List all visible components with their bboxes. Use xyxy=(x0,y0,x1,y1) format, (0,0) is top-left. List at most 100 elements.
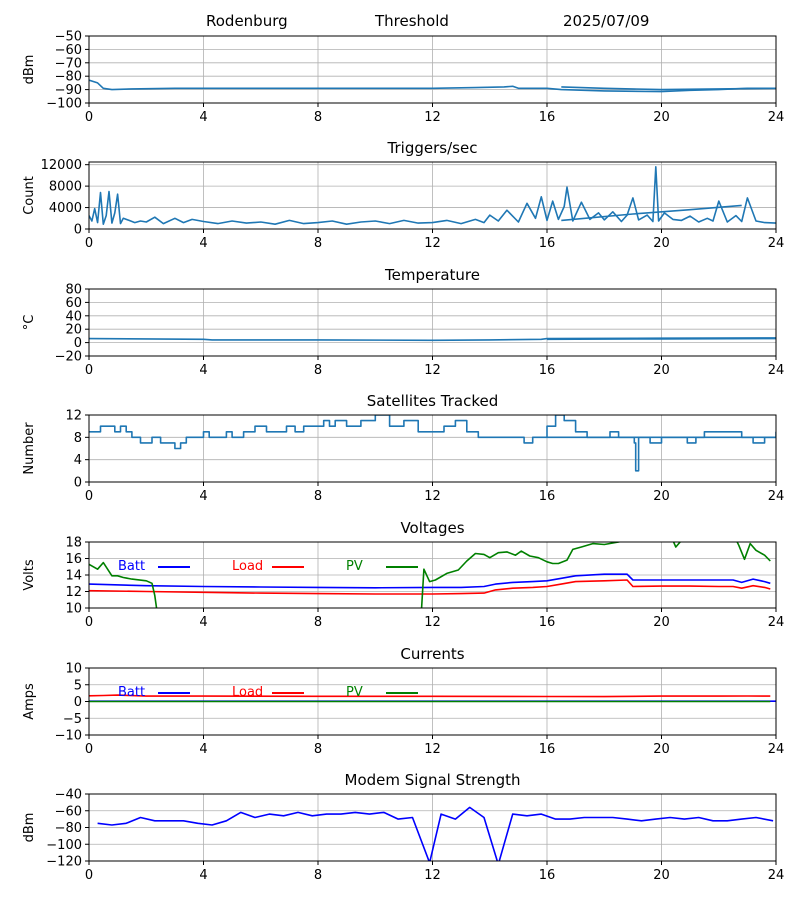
y-tick-label: 12 xyxy=(65,585,82,600)
legend-label: Load xyxy=(232,685,263,700)
x-tick-label: 12 xyxy=(424,236,441,251)
x-tick-label: 0 xyxy=(85,363,93,378)
x-tick-label: 24 xyxy=(768,236,785,251)
x-tick-label: 0 xyxy=(85,236,93,251)
series-line-load xyxy=(89,579,771,595)
chart-panel-3: 0 4 8 12 16 20 24 0 4 8 12 Number Satellites Tracked xyxy=(22,392,784,504)
chart-title: Temperature xyxy=(384,266,480,284)
x-tick-label: 12 xyxy=(424,489,441,504)
x-tick-label: 8 xyxy=(314,236,322,251)
chart-title: Voltages xyxy=(400,519,464,537)
legend-label: Batt xyxy=(118,685,145,700)
x-tick-label: 24 xyxy=(768,363,785,378)
date-title: 2025/07/09 xyxy=(563,12,650,30)
y-axis-label: dBm xyxy=(22,55,37,85)
x-tick-label: 16 xyxy=(539,868,556,883)
chart-panel-6: 0 4 8 12 16 20 24 −120 −100 −80 −60−40 dBm Modem Sig… xyxy=(22,771,784,883)
chart-panel-1: 0 4 8 12 16 20 24 0 4000 8000 12000 Count Triggers/s… xyxy=(22,139,784,251)
x-tick-label: 20 xyxy=(653,868,670,883)
site-title: Rodenburg xyxy=(206,12,288,30)
y-tick-label: 18 xyxy=(65,536,82,551)
y-tick-label: −80 xyxy=(55,70,82,85)
x-tick-label: 8 xyxy=(314,868,322,883)
x-tick-label: 12 xyxy=(424,742,441,757)
x-tick-label: 20 xyxy=(653,110,670,125)
y-tick-label: −60 xyxy=(55,804,82,819)
x-tick-label: 8 xyxy=(314,742,322,757)
y-tick-label: −40 xyxy=(55,788,82,803)
y-tick-label: −5 xyxy=(63,712,82,727)
y-axis-label: Volts xyxy=(22,559,37,591)
y-tick-label: 0 xyxy=(74,476,82,491)
x-tick-label: 16 xyxy=(539,110,556,125)
series-line-0 xyxy=(89,166,776,225)
y-tick-label: 20 xyxy=(65,323,82,338)
y-tick-label: 40 xyxy=(65,309,82,324)
y-tick-label: −90 xyxy=(55,83,82,98)
legend-label: Load xyxy=(232,559,263,574)
x-tick-label: 20 xyxy=(653,363,670,378)
x-tick-label: 0 xyxy=(85,110,93,125)
x-tick-label: 24 xyxy=(768,868,785,883)
y-tick-label: 80 xyxy=(65,283,82,298)
y-tick-label: 10 xyxy=(65,602,82,617)
y-axis-label: Count xyxy=(22,176,37,215)
x-tick-label: 20 xyxy=(653,615,670,630)
y-tick-label: 60 xyxy=(65,296,82,311)
x-tick-label: 24 xyxy=(768,742,785,757)
y-tick-label: 0 xyxy=(74,223,82,238)
legend-label: PV xyxy=(346,685,363,700)
y-tick-label: −100 xyxy=(46,838,82,853)
x-tick-label: 24 xyxy=(768,489,785,504)
y-tick-label: 8000 xyxy=(49,180,82,195)
x-tick-label: 16 xyxy=(539,615,556,630)
series-line-0 xyxy=(89,415,776,472)
x-tick-label: 24 xyxy=(768,110,785,125)
y-tick-label: −60 xyxy=(55,43,82,58)
x-tick-label: 8 xyxy=(314,363,322,378)
x-tick-label: 0 xyxy=(85,868,93,883)
chart-panel-0: 0 4 8 12 16 20 24 −100−90−80−70−60−50 dBm xyxy=(22,30,784,126)
series-line-pv xyxy=(89,542,771,608)
x-tick-label: 16 xyxy=(539,489,556,504)
x-tick-label: 12 xyxy=(424,110,441,125)
series-line-1 xyxy=(546,337,776,341)
series-line-0 xyxy=(97,806,774,861)
x-tick-label: 16 xyxy=(539,363,556,378)
chart-panel-4: Batt Load PV0 4 8 12 16 20 241012141618VoltsVolt… xyxy=(22,519,784,630)
x-tick-label: 12 xyxy=(424,868,441,883)
series-line-load xyxy=(89,694,771,698)
y-tick-label: −20 xyxy=(55,350,82,365)
x-tick-label: 4 xyxy=(199,363,207,378)
y-tick-label: 5 xyxy=(74,678,82,693)
y-tick-label: −10 xyxy=(55,729,82,744)
y-tick-label: 12000 xyxy=(41,158,82,173)
chart-panel-5: Batt Load PV0 4 8 12 16 20 24−10−50510AmpsCurren… xyxy=(22,645,784,757)
x-tick-label: 4 xyxy=(199,489,207,504)
x-tick-label: 16 xyxy=(539,742,556,757)
x-tick-label: 20 xyxy=(653,489,670,504)
series-line-1 xyxy=(561,86,776,91)
y-tick-label: 16 xyxy=(65,552,82,567)
x-tick-label: 12 xyxy=(424,615,441,630)
legend-label: Batt xyxy=(118,559,145,574)
series-line-1 xyxy=(561,204,742,222)
y-tick-label: 14 xyxy=(65,569,82,584)
x-tick-label: 8 xyxy=(314,110,322,125)
chart-title: Currents xyxy=(400,645,464,663)
y-tick-label: −50 xyxy=(55,30,82,45)
chart-title: Satellites Tracked xyxy=(367,392,498,410)
y-tick-label: 12 xyxy=(65,409,82,424)
y-tick-label: 0 xyxy=(74,336,82,351)
x-tick-label: 8 xyxy=(314,489,322,504)
x-tick-label: 0 xyxy=(85,615,93,630)
x-tick-label: 4 xyxy=(199,742,207,757)
x-tick-label: 24 xyxy=(768,615,785,630)
series-line-1 xyxy=(547,431,776,439)
y-tick-label: 8 xyxy=(74,431,82,446)
chart-title: Triggers/sec xyxy=(387,139,478,157)
y-tick-label: 4 xyxy=(74,453,82,468)
